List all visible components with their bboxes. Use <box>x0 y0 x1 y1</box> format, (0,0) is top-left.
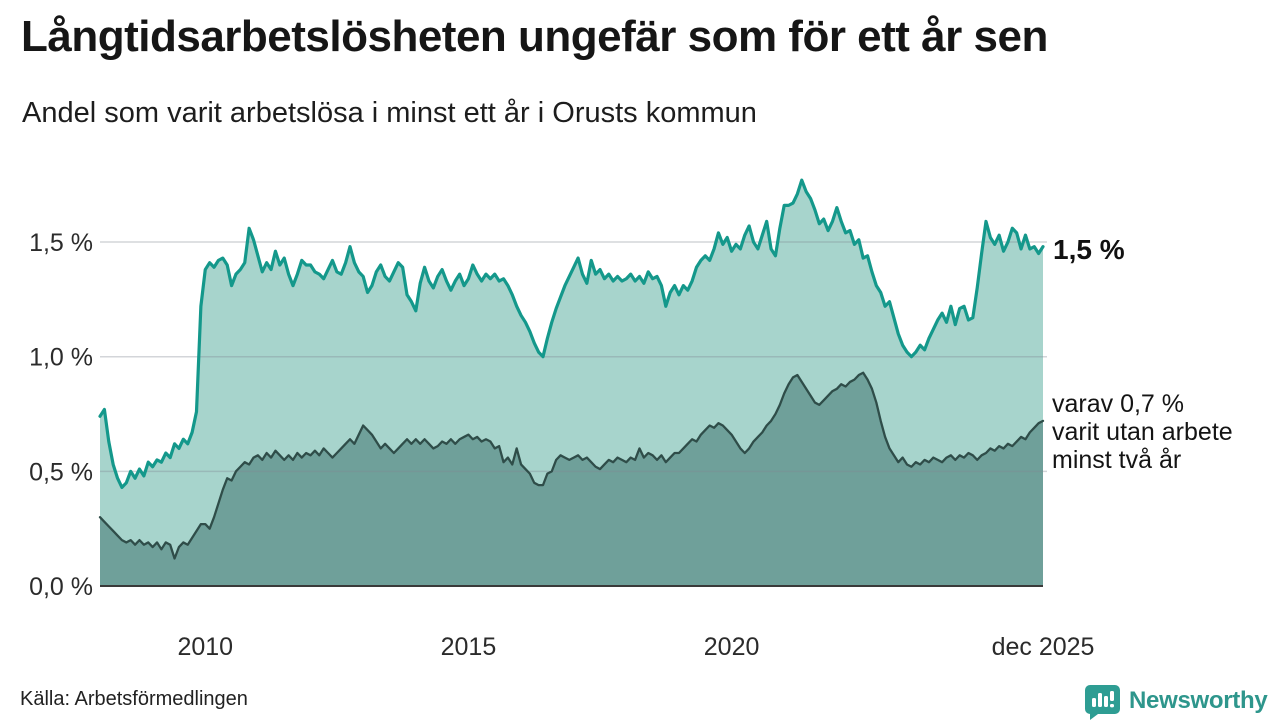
series2-area <box>100 372 1043 586</box>
series2-annotation-line2: varit utan arbete <box>1052 418 1233 446</box>
y-tick-label: 0,0 % <box>29 573 93 601</box>
series2-line <box>98 371 1045 560</box>
x-tick-label: 2020 <box>704 633 760 661</box>
x-tick-label: dec 2025 <box>992 633 1095 661</box>
series1-end-value-label: 1,5 % <box>1053 234 1125 265</box>
brand-lockup: Newsworthy <box>1084 682 1268 720</box>
logo-bubble <box>1085 684 1120 720</box>
y-tick-label: 1,0 % <box>29 344 93 372</box>
series2-annotation-line1: varav 0,7 % <box>1052 390 1185 418</box>
page-subtitle: Andel som varit arbetslösa i minst ett å… <box>22 97 757 129</box>
logo-bars <box>1092 690 1114 707</box>
brand-wordmark: Newsworthy <box>1129 687 1268 714</box>
series2-annotation-line3: minst två år <box>1052 446 1182 474</box>
y-axis-labels: 0,0 % 0,5 % 1,0 % 1,5 % <box>29 229 93 601</box>
x-axis-labels: 2010 2015 2020 dec 2025 <box>177 633 1094 661</box>
newsworthy-logo-icon <box>1085 684 1120 720</box>
series1-line <box>98 178 1045 489</box>
y-tick-label: 0,5 % <box>29 458 93 486</box>
source-credit: Källa: Arbetsförmedlingen <box>20 688 248 710</box>
gridlines <box>100 241 1047 473</box>
x-tick-label: 2010 <box>177 633 233 661</box>
series2-end-annotation: varav 0,7 % varit utan arbete minst två … <box>1052 390 1233 474</box>
page-title: Långtidsarbetslösheten ungefär som för e… <box>21 12 1048 61</box>
y-tick-label: 1,5 % <box>29 229 93 257</box>
x-tick-label: 2015 <box>441 633 497 661</box>
